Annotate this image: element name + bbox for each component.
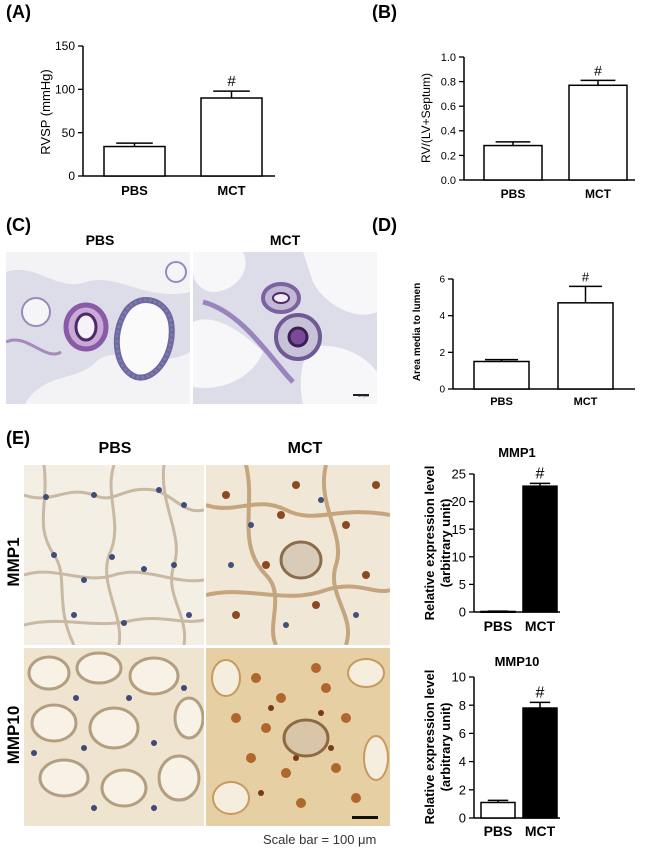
panel-label-b: (B) (372, 2, 397, 22)
mmp1-ytick-label: 15 (452, 522, 466, 537)
mmp10-ytick-label: 0 (459, 811, 466, 826)
mmp10-significance-mark: # (536, 684, 545, 701)
mmp10-category-label: PBS (484, 823, 513, 839)
panel-c-col-mct: MCT (269, 232, 301, 248)
panel-label-a: (A) (6, 2, 31, 22)
rv_ratio-y-axis-label: RV/(LV+Septum) (419, 73, 433, 163)
rvsp-y-axis-label: RVSP (mmHg) (38, 69, 53, 154)
mmp10-ytick-label: 4 (459, 754, 466, 769)
mmp1-ytick-label: 20 (452, 494, 466, 509)
area_media-bar-mct (557, 302, 614, 390)
mmp10-ytick-label: 8 (459, 698, 466, 713)
micrograph-mct-mmp1 (206, 465, 390, 645)
panel-label-c: (C) (6, 215, 31, 235)
panel-e-col-pbs: PBS (98, 440, 132, 457)
mmp1-ytick-label: 0 (459, 605, 466, 620)
mmp10-y-axis-label: Relative expression level(arbitrary unit… (422, 670, 453, 825)
mmp1-bar-mct (522, 485, 558, 613)
mmp1-ytick-label: 25 (452, 467, 466, 482)
rvsp-significance-mark: # (227, 73, 236, 90)
micrograph-mct-he (193, 252, 377, 404)
micrograph-pbs-mmp1 (24, 465, 204, 645)
mmp10-ytick-label: 6 (459, 726, 466, 741)
area_media-y-axis-label: Area media to lumen (412, 283, 423, 381)
panel-label-e: (E) (6, 428, 30, 448)
area_media-category-label: PBS (490, 396, 513, 408)
panel-e-col-mct: MCT (287, 440, 323, 457)
rvsp-bar-mct (200, 97, 263, 177)
rv_ratio-ytick-label: 1.0 (441, 52, 456, 64)
mmp10-ytick-label: 2 (459, 782, 466, 797)
rv_ratio-category-label: MCT (585, 187, 612, 201)
mmp10-bar-pbs (480, 801, 516, 819)
micrograph-pbs-he (6, 252, 190, 404)
mmp10-title: MMP10 (495, 654, 540, 669)
mmp10-bar-mct (522, 707, 558, 819)
micrograph-pbs-mmp10 (24, 648, 204, 826)
panel-c-col-pbs: PBS (85, 232, 115, 248)
area_media-ytick-label: 6 (439, 275, 445, 286)
rvsp-bar-pbs (103, 145, 166, 177)
mmp1-category-label: MCT (525, 618, 556, 634)
area_media-bar-pbs (473, 360, 530, 390)
rvsp-ytick-label: 100 (55, 83, 75, 97)
panel-e-scale-caption: Scale bar = 100 μm (263, 832, 377, 847)
mmp10-ytick-label: 10 (452, 670, 466, 685)
rv_ratio-bar-pbs (483, 144, 543, 181)
rvsp-ytick-label: 150 (55, 39, 75, 53)
area_media-ytick-label: 0 (439, 385, 445, 396)
mmp1-y-axis-label: Relative expression level(arbitrary unit… (422, 466, 453, 621)
panel-c-scale-label: 50 μm (358, 393, 370, 398)
area_media-ytick-label: 2 (439, 348, 445, 359)
mmp1-category-label: PBS (484, 618, 513, 634)
rv_ratio-ytick-label: 0.4 (441, 126, 456, 138)
rvsp-ytick-label: 50 (62, 126, 76, 140)
mmp1-ytick-label: 10 (452, 549, 466, 564)
rvsp-category-label: PBS (121, 183, 148, 198)
rv_ratio-ytick-label: 0.8 (441, 76, 456, 88)
area_media-ytick-label: 4 (439, 311, 445, 322)
mmp10-category-label: MCT (525, 823, 556, 839)
rv_ratio-ytick-label: 0.6 (441, 101, 456, 113)
rvsp-category-label: MCT (217, 183, 245, 198)
micrograph-mct-mmp10 (206, 648, 390, 826)
mmp1-title: MMP1 (498, 445, 536, 460)
rv_ratio-significance-mark: # (594, 62, 602, 78)
mmp1-significance-mark: # (536, 465, 545, 482)
area_media-significance-mark: # (582, 269, 590, 284)
rv_ratio-ytick-label: 0.0 (441, 175, 456, 187)
panel-label-d: (D) (372, 215, 397, 235)
rv_ratio-bar-mct (568, 84, 628, 181)
mmp1-ytick-label: 5 (459, 577, 466, 592)
rv_ratio-category-label: PBS (501, 187, 526, 201)
area_media-category-label: MCT (574, 396, 598, 408)
rvsp-ytick-label: 0 (68, 169, 75, 183)
rv_ratio-ytick-label: 0.2 (441, 150, 456, 162)
